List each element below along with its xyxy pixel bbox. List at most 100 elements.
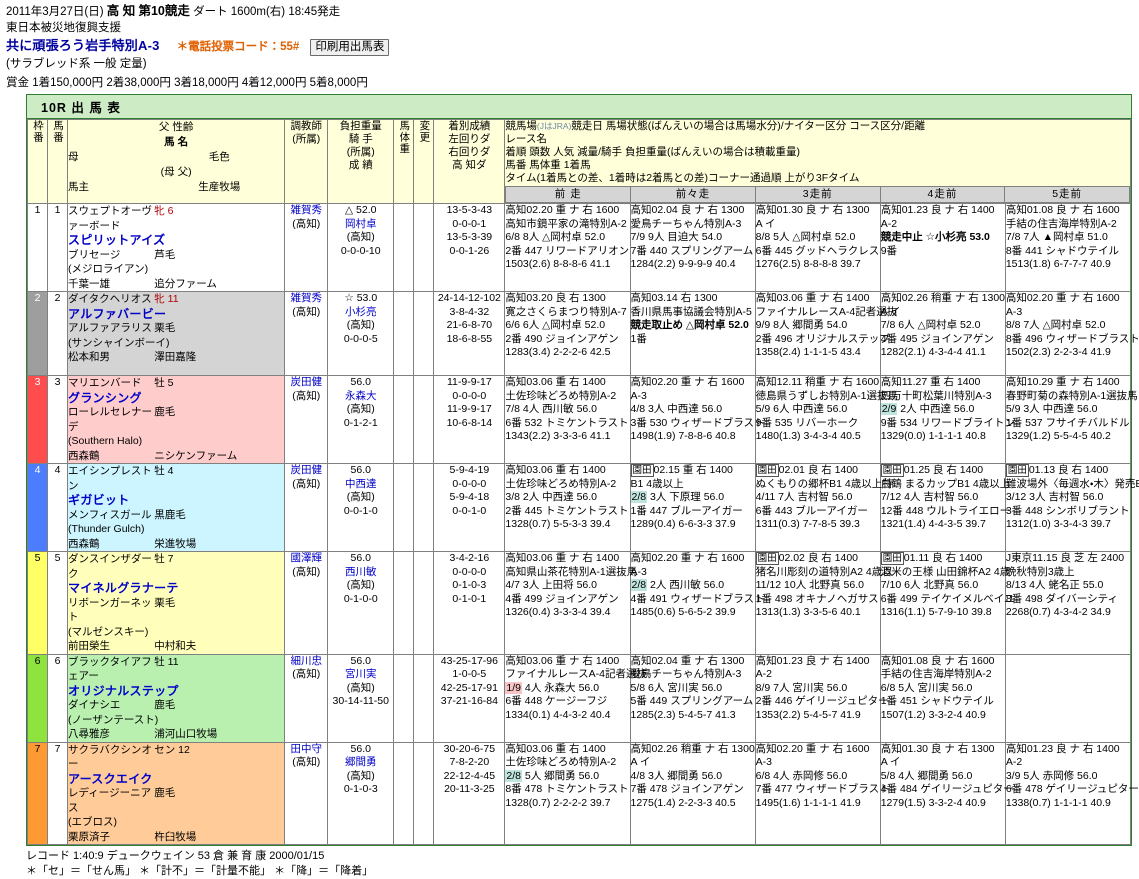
uma-number[interactable]: 6 (47, 653, 69, 743)
jockey-weight: ☆ 53.0 (344, 292, 378, 304)
past-run-course: 園田 01.11 良 右 1400 (880, 552, 983, 565)
past-run-time: 1353(2.2) 5-4-5-7 41.9 (755, 708, 861, 721)
col-horse-farm: 生産牧場 (198, 181, 241, 193)
past-run-race-name: 土佐珍味どろめ特別A-2 (505, 389, 617, 402)
past-run-race-name: 手結の住吉海岸特別A-2 (1005, 217, 1117, 230)
past-run-cell: 高知02.20 重 ナ 右 1600 A-3 2/8 2人 西川敏 56.0 4… (629, 551, 764, 655)
dam-sire-name: (Thunder Gulch) (68, 523, 145, 535)
jockey-belonging: (高知) (346, 769, 375, 782)
horse-name[interactable]: スピリットアイズ (68, 233, 166, 247)
waku-number[interactable]: 1 (26, 203, 49, 292)
horse-info-cell[interactable]: ダイタクヘリオス 牝 11 アルファバービー アルファアラリス 栗毛 (サンシャ… (67, 291, 286, 376)
past-run-race-name: 猪名川彫刻の道特別A2 4歳以 (755, 565, 893, 578)
entry-table-frame: 10R 出 馬 表 枠番 馬番 父 性齢 馬 名 母 毛色 (26, 94, 1139, 846)
record-right-dirt: 0-1-0-3 (452, 579, 487, 591)
record-overall: 3-4-2-16 (449, 552, 490, 564)
change-cell (413, 375, 435, 464)
col-jockey-l3: (所属) (346, 146, 375, 158)
past-run-time: 1283(3.4) 2-2-2-6 42.5 (505, 346, 611, 359)
sex-age: 牡 5 (154, 377, 174, 389)
uma-number[interactable]: 3 (47, 375, 69, 464)
trainer-cell[interactable]: 炭田健 (高知) (284, 375, 329, 464)
past-run-cell: 高知02.20 重 ナ 右 1600 A-3 6/8 4人 赤岡修 56.0 7… (754, 741, 890, 845)
abbrev-legend: ＊「セ」＝「せん馬」 ＊「計不」＝「計量不能」 ＊「降」＝「降着」 (26, 865, 374, 877)
col-trainer: 調教師 (所属) (284, 119, 329, 204)
horse-name[interactable]: マイネルグラナーテ (68, 581, 179, 595)
past-run-race-name: A イ (755, 217, 776, 230)
trainer-cell[interactable]: 炭田健 (高知) (284, 463, 329, 552)
past-run-result: 2/8 5人 郷間勇 56.0 (505, 769, 600, 782)
col-trainer-l1: 調教師 (290, 120, 322, 132)
trainer-cell[interactable]: 田中守 (高知) (284, 741, 329, 845)
print-race-card-button[interactable]: 印刷用出馬表 (310, 39, 390, 56)
past-run-winner: 6番 445 グッドヘラクレス (755, 244, 880, 257)
apprentice-mark: △ (345, 204, 354, 216)
horse-info-cell[interactable]: ブラックタイアフェアー 牡 11 オリジナルステップ ダイナシエ 鹿毛 (ノーザ… (67, 653, 286, 743)
jockey-cell[interactable]: 56.0 永森大 (高知) 0-1-2-1 (327, 375, 395, 464)
legend-line-5: タイム(1着馬との差、1着時は2着馬との差)コーナー通過順 上がり3Fタイム (505, 172, 860, 184)
waku-number[interactable]: 5 (26, 551, 49, 655)
past-run-race-name: A イ (630, 756, 651, 769)
past-run-time: 1285(2.3) 5-4-5-7 41.3 (630, 708, 736, 721)
uma-number[interactable]: 7 (47, 741, 69, 845)
past-run-winner: 6番 478 ゲイリージュピター (1005, 783, 1139, 796)
breeding-farm: 浦河山口牧場 (154, 728, 218, 740)
past-run-cell: 園田 01.13 良 右 1400 難波場外〈毎週水・木〉発売B1 3/12 3人… (1004, 463, 1139, 552)
uma-number[interactable]: 4 (47, 463, 69, 552)
past-run-cell: 園田 02.01 良 右 1400 ぬくもりの郷杯B1 4歳以上特 4/11 7人… (754, 463, 893, 552)
waku-number[interactable]: 7 (26, 741, 49, 845)
trainer-cell[interactable]: 國澤輝 (高知) (284, 551, 329, 655)
past-col-1: 前 走 (505, 186, 632, 203)
jockey-cell[interactable]: 56.0 西川敏 (高知) 0-1-0-0 (327, 551, 395, 655)
page-footer: レコード 1:40:9 デュークウェイン 53 倉 兼 育 康 2000/01/… (26, 849, 1139, 879)
table-row: 3 3 マリエンバード 牡 5 グランシング ローレルセレナーデ 鹿毛 (Sou… (26, 375, 1138, 464)
venue-badge: 園田 (1005, 464, 1029, 477)
col-waku: 枠番 (26, 119, 49, 204)
waku-number[interactable]: 6 (26, 653, 49, 743)
col-horse-l2: 馬 名 (164, 136, 189, 148)
horse-name[interactable]: アースクエイク (68, 771, 153, 786)
past-run-result: 7/12 4人 吉村智 56.0 (880, 491, 979, 504)
horse-info-cell[interactable]: サクラバクシンオー セン 12 アースクエイク レディージーニアス 鹿毛 (エブ… (67, 741, 286, 845)
record-right-dirt: 22-12-4-45 (443, 769, 496, 782)
trainer-cell[interactable]: 雑賀秀 (高知) (284, 291, 329, 376)
horse-name[interactable]: グランシング (68, 390, 142, 405)
record-overall: 43-25-17-96 (440, 654, 498, 667)
col-umaban: 馬番 (47, 119, 69, 204)
waku-number[interactable]: 2 (26, 291, 49, 376)
horse-info-cell[interactable]: スウェプトオーヴァーボード 牝 6 スピリットアイズ ブリセージ 芦毛 (メジロ… (67, 203, 286, 292)
past-run-race-name: A イ (880, 756, 901, 769)
past-run-time: 1312(1.0) 3-3-4-3 39.7 (1005, 518, 1111, 531)
jockey-cell[interactable]: 56.0 中西達 (高知) 0-0-1-0 (327, 463, 395, 552)
jockey-cell[interactable]: △ 52.0 岡村卓 (高知) 0-0-0-10 (327, 203, 395, 292)
trainer-cell[interactable]: 細川忠 (高知) (284, 653, 329, 743)
jockey-weight: 56.0 (350, 552, 371, 564)
horse-name[interactable]: ギガビット (68, 493, 130, 507)
uma-number[interactable]: 2 (47, 291, 69, 376)
past-run-winner: 1番 537 フサイチバルドル (1005, 416, 1130, 429)
horse-info-cell[interactable]: エイシンプレストン 牡 4 ギガビット メンフィスガール 黒鹿毛 (Thunde… (67, 463, 286, 552)
legend-jra-note: (JはJRA) (536, 121, 572, 131)
sex-age: 牝 11 (154, 293, 179, 305)
past-run-time: 1513(1.8) 6-7-7-7 40.9 (1005, 258, 1111, 271)
horse-name[interactable]: オリジナルステップ (68, 683, 179, 698)
past-run-time: 1313(1.3) 3-3-5-6 40.1 (755, 606, 861, 619)
horse-name[interactable]: アルファバービー (68, 306, 167, 321)
jockey-cell[interactable]: 56.0 郷間勇 (高知) 0-1-0-3 (327, 741, 395, 845)
jockey-cell[interactable]: 56.0 宮川実 (高知) 30-14-11-50 (327, 653, 395, 743)
past-run-result: 6/8 8人 △岡村卓 52.0 (505, 231, 606, 244)
uma-number[interactable]: 5 (47, 551, 69, 655)
horse-info-cell[interactable]: マリエンバード 牡 5 グランシング ローレルセレナーデ 鹿毛 (Souther… (67, 375, 286, 464)
trainer-cell[interactable]: 雑賀秀 (高知) (284, 203, 329, 292)
waku-number[interactable]: 4 (26, 463, 49, 552)
past-run-cell: 高知01.08 良 ナ 右 1600 手結の住吉海岸特別A-2 7/8 7人 ▲… (1004, 203, 1132, 292)
jockey-cell[interactable]: ☆ 53.0 小杉亮 (高知) 0-0-0-5 (327, 291, 395, 376)
horse-info-cell[interactable]: ダンスインザダーク 牡 7 マイネルグラナーテ リボーンガーネット 栗毛 (マル… (67, 551, 286, 655)
waku-number[interactable]: 3 (26, 375, 49, 464)
past-run-course: 高知03.06 重 ナ 右 1400 (755, 292, 870, 304)
past-run-result: 7/8 7人 ▲岡村卓 51.0 (1005, 231, 1108, 244)
uma-number[interactable]: 1 (47, 203, 69, 292)
sex-age: 牡 11 (154, 655, 179, 668)
breeding-farm: 追分ファーム (154, 277, 217, 290)
past-run-time: 1321(1.4) 4-4-3-5 39.7 (880, 518, 986, 531)
